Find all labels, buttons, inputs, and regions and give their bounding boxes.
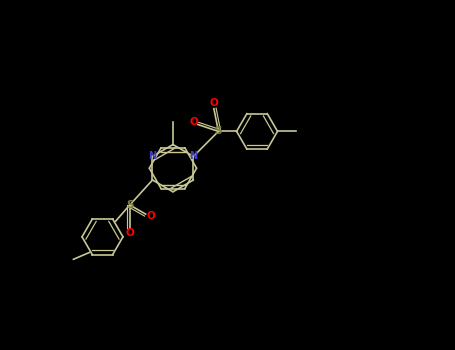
Text: S: S	[215, 126, 222, 136]
Text: O: O	[147, 211, 156, 221]
Text: O: O	[209, 98, 218, 108]
Text: O: O	[189, 117, 198, 127]
Text: O: O	[126, 228, 134, 238]
Text: S: S	[126, 200, 133, 210]
Text: N: N	[189, 151, 197, 161]
Text: N: N	[148, 151, 157, 161]
